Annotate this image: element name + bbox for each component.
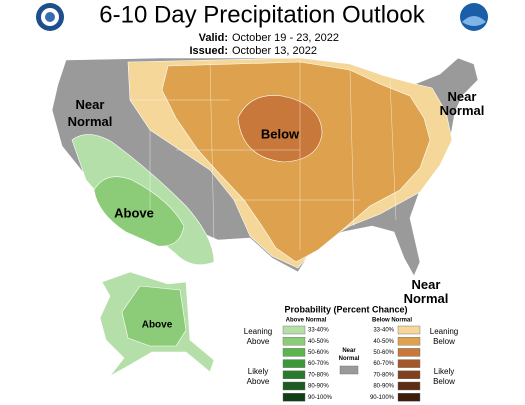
issued-label: Issued: [189, 45, 228, 57]
legend-near-label: Near Normal [339, 348, 360, 362]
legend-swatch [397, 359, 421, 368]
legend-swatch [282, 325, 306, 335]
map-label: Above [142, 320, 173, 331]
noaa-logo [460, 3, 488, 31]
legend-range: 80-90% [308, 384, 329, 390]
title: 6-10 Day Precipitation Outlook [99, 1, 426, 28]
legend-swatch [397, 393, 421, 402]
legend-group: Leaning Above [244, 327, 272, 346]
state-lines [130, 60, 397, 250]
legend-header: Below Normal [372, 318, 412, 324]
valid-label: Valid: [199, 32, 228, 44]
legend-range: 90-100% [370, 395, 395, 401]
doc-logo [36, 3, 64, 31]
legend-swatch [397, 370, 421, 379]
map-label: Near Normal [68, 97, 113, 129]
issued-date: October 13, 2022 [232, 45, 317, 57]
conus [51, 57, 479, 277]
legend-range: 33-40% [308, 328, 329, 334]
map-label: Above [114, 205, 154, 220]
legend-swatch [282, 337, 306, 346]
legend-range: 60-70% [373, 361, 394, 367]
legend-swatch [282, 348, 306, 357]
legend-swatch [397, 325, 421, 335]
legend-group: Likely Below [433, 367, 455, 386]
legend-range: 40-50% [373, 339, 394, 345]
legend-range: 70-80% [308, 372, 329, 378]
legend: Probability (Percent Chance) Above Norma… [244, 304, 458, 402]
alaska [99, 271, 215, 377]
legend-range: 80-90% [373, 384, 394, 390]
legend-range: 50-60% [308, 350, 329, 356]
legend-range: 33-40% [373, 328, 394, 334]
map-label: Near Normal [440, 89, 485, 118]
legend-swatch [339, 365, 359, 375]
map-label: Near Normal [404, 277, 449, 306]
legend-swatch [282, 359, 306, 368]
legend-range: 70-80% [373, 372, 394, 378]
legend-range: 90-100% [308, 395, 333, 401]
legend-swatch [397, 348, 421, 357]
legend-swatch [397, 381, 421, 391]
legend-swatch [282, 370, 306, 379]
legend-range: 40-50% [308, 339, 329, 345]
legend-range: 60-70% [308, 361, 329, 367]
legend-header: Above Normal [286, 318, 327, 324]
legend-swatch [282, 393, 306, 402]
map-label: Below [261, 126, 300, 141]
legend-swatch [282, 381, 306, 391]
legend-group: Leaning Below [430, 327, 458, 346]
legend-group: Likely Above [247, 367, 270, 386]
legend-title: Probability (Percent Chance) [284, 304, 407, 314]
legend-swatch [397, 337, 421, 346]
valid-date: October 19 - 23, 2022 [232, 32, 339, 44]
legend-range: 50-60% [373, 350, 394, 356]
